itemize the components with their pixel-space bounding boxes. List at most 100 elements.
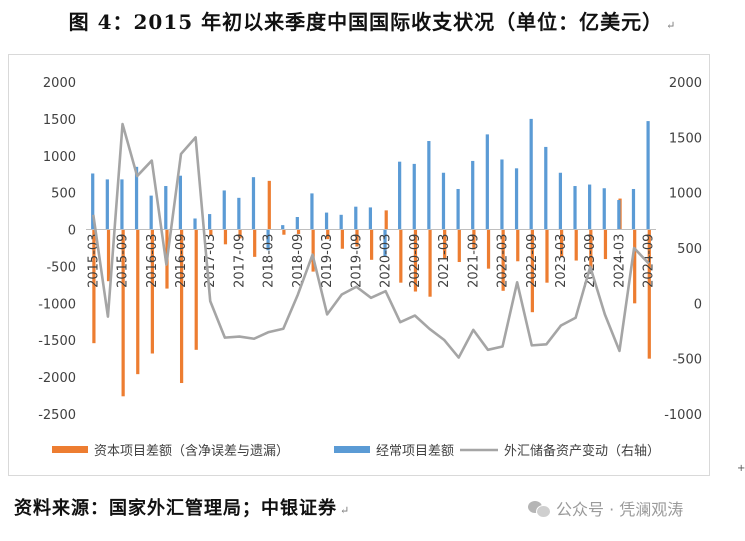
x-tick-label: 2016-03 — [145, 234, 160, 288]
legend-label: 经常项目差额 — [376, 444, 454, 459]
return-mark: ↵ — [666, 19, 677, 32]
x-tick-label: 2019-09 — [349, 234, 364, 288]
bar — [121, 229, 125, 397]
legend-swatch — [52, 446, 88, 453]
corner-mark: + — [737, 463, 745, 474]
right-tick-label: 500 — [677, 242, 702, 257]
bar — [412, 163, 416, 230]
x-tick-label: 2020-09 — [408, 234, 423, 288]
left-tick-label: -2500 — [38, 408, 76, 423]
legend-label: 资本项目差额（含净误差与遗漏） — [94, 443, 289, 459]
bar — [223, 229, 228, 245]
bar — [485, 134, 489, 230]
bar — [208, 214, 212, 230]
bar — [501, 229, 505, 291]
bar — [339, 214, 343, 230]
bar — [355, 229, 359, 247]
source-note: 资料来源：国家外汇管理局；中银证券 ↵ — [14, 498, 351, 519]
bar — [530, 229, 534, 313]
bar — [369, 229, 374, 260]
bar — [589, 229, 593, 271]
bar — [105, 179, 109, 230]
bar — [91, 173, 95, 230]
bar — [324, 212, 329, 230]
right-tick-label: 1500 — [669, 131, 702, 146]
left-tick-label: -1500 — [38, 334, 76, 349]
bar — [617, 200, 621, 230]
left-tick-label: -1000 — [38, 297, 76, 312]
bar — [514, 168, 519, 230]
bar — [573, 186, 577, 230]
wechat-icon — [528, 499, 551, 518]
bar — [237, 197, 241, 230]
right-tick-label: -1000 — [664, 408, 702, 423]
bar — [267, 180, 271, 230]
bar — [413, 229, 418, 292]
bar — [529, 118, 533, 230]
bar — [310, 193, 314, 230]
bar — [486, 229, 491, 269]
x-tick-label: 2023-03 — [554, 234, 569, 288]
legend-swatch — [334, 446, 370, 453]
bar — [340, 229, 344, 249]
bar — [646, 121, 650, 230]
bar — [106, 229, 111, 282]
x-tick-label: 2020-03 — [379, 234, 394, 288]
bar — [428, 229, 432, 297]
bar — [574, 229, 578, 261]
bar — [647, 229, 651, 359]
bar — [544, 146, 548, 230]
return-mark: ↵ — [340, 504, 351, 517]
left-axis-ticks: -2500 -2000 -1500 -1000 -500 0 500 1000 1500 2000 — [38, 76, 76, 423]
x-tick-label: 2018-09 — [291, 234, 306, 288]
bar — [136, 229, 140, 375]
x-tick-label: 2021-09 — [466, 234, 481, 288]
bar — [441, 172, 446, 230]
chart-plot: -2500 -2000 -1500 -1000 -500 0 500 1000 1500 2000… — [38, 76, 702, 459]
bar — [222, 190, 226, 230]
left-tick-label: -2000 — [38, 371, 76, 386]
bar — [150, 229, 154, 354]
bar — [384, 210, 388, 230]
bar — [120, 179, 124, 230]
left-tick-label: 1500 — [43, 113, 76, 128]
bar — [603, 229, 608, 260]
watermark-text: 公众号 · 凭澜观涛 — [556, 500, 684, 519]
bar — [354, 206, 358, 230]
bar — [558, 172, 563, 230]
bar — [295, 217, 299, 230]
bar — [194, 229, 198, 350]
bar — [179, 229, 184, 384]
x-tick-label: 2021-03 — [437, 234, 452, 288]
left-tick-label: 1000 — [43, 150, 76, 165]
legend-label: 外汇储备资产变动（右轴） — [504, 443, 660, 459]
bar — [311, 229, 315, 272]
line-series — [92, 122, 650, 359]
bar — [545, 229, 549, 283]
right-axis-ticks: -1000 -500 0 500 1000 1500 2000 — [664, 76, 702, 423]
bar — [427, 141, 431, 230]
bar — [178, 175, 183, 230]
bar — [399, 229, 403, 283]
bar — [253, 229, 257, 257]
x-axis-tick-labels: 2015-03 2015-09 2016-03 2016-09 2017-03 2017-… — [86, 234, 656, 288]
bar — [209, 229, 213, 236]
bar — [266, 229, 270, 251]
bar — [383, 229, 387, 257]
reserve-change-line — [92, 122, 650, 359]
left-tick-label: 2000 — [43, 76, 76, 91]
bar — [134, 166, 139, 230]
left-tick-label: 0 — [68, 224, 76, 239]
x-tick-label: 2018-03 — [262, 234, 277, 288]
left-tick-label: 500 — [51, 187, 76, 202]
bar — [443, 229, 447, 260]
chart-title: 图 4：2015 年初以来季度中国国际收支状况（单位：亿美元） ↵ — [68, 10, 677, 34]
x-tick-label: 2022-03 — [496, 234, 511, 288]
bar — [251, 177, 256, 230]
right-tick-label: 1000 — [669, 187, 702, 202]
x-tick-label: 2019-03 — [320, 234, 335, 288]
x-tick-label: 2022-09 — [525, 234, 540, 288]
bar — [456, 188, 460, 230]
bar — [398, 161, 402, 230]
bar — [559, 229, 564, 257]
